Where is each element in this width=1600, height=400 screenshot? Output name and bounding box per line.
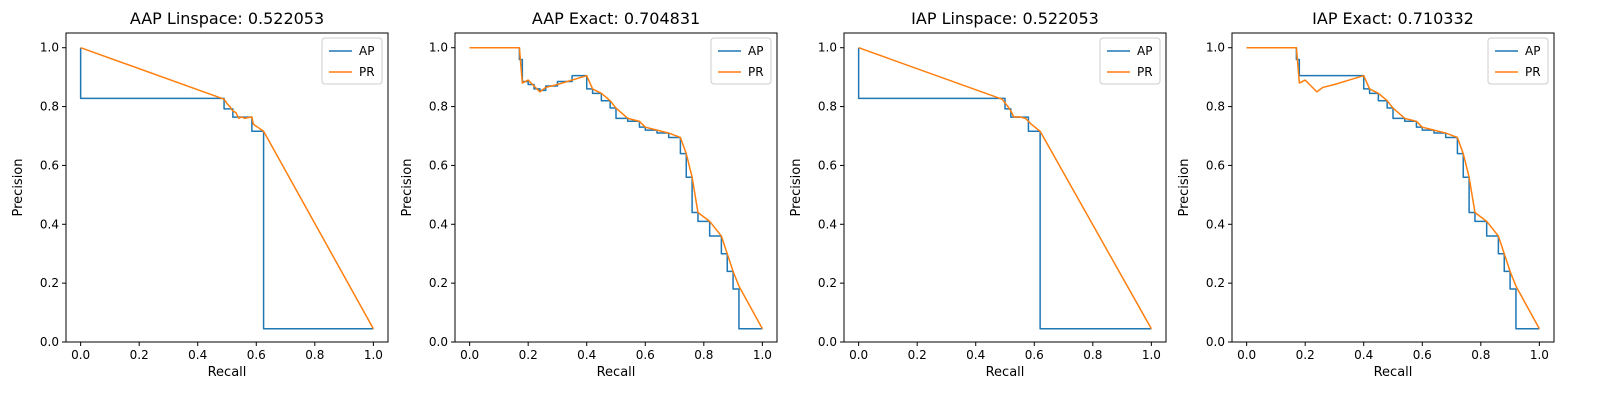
y-tick-label: 0.8: [40, 100, 59, 114]
chart-panel-4: IAP Exact: 0.710332 0.0 0.2 0.4 0.6 0.8 1.0 0.0…: [1177, 9, 1555, 380]
x-tick-label: 0.0: [1237, 348, 1256, 362]
x-tick-label: 0.4: [1354, 348, 1373, 362]
legend: AP PR: [321, 37, 383, 85]
x-axis-label: Recall: [208, 365, 247, 380]
chart-panel-2: AAP Exact: 0.704831 0.0 0.2 0.4 0.6 0.8 1.0 0.0…: [400, 9, 778, 380]
axes-frame: [454, 32, 778, 343]
legend-label-ap: AP: [359, 44, 374, 58]
series-line-ap: [469, 46, 763, 330]
axes-frame: [843, 32, 1167, 343]
x-tick-label: 0.8: [305, 348, 324, 362]
y-tick-label: 0.0: [40, 335, 59, 349]
y-tick-label: 0.4: [40, 217, 59, 231]
y-axis-label: Precision: [1177, 158, 1192, 216]
chart-title: IAP Linspace: 0.522053: [911, 9, 1099, 28]
legend: AP PR: [1487, 37, 1549, 85]
plot-area: [1246, 46, 1541, 330]
y-tick-label: 0.2: [818, 276, 837, 290]
legend-label-pr: PR: [1525, 65, 1541, 79]
x-axis-label: Recall: [986, 365, 1025, 380]
x-tick-label: 0.0: [71, 348, 90, 362]
y-tick-label: 0.4: [429, 217, 448, 231]
y-tick-label: 0.4: [818, 217, 837, 231]
y-axis-label: Precision: [11, 158, 26, 216]
x-tick-label: 0.8: [1471, 348, 1490, 362]
legend-label-ap: AP: [748, 44, 763, 58]
x-tick-label: 1.0: [1142, 348, 1161, 362]
y-axis-label: Precision: [789, 158, 804, 216]
chart-panel-1: AAP Linspace: 0.522053 0.0 0.2 0.4 0.6 0.8 1.0…: [11, 9, 389, 380]
x-tick-label: 0.2: [908, 348, 927, 362]
x-tick-label: 0.0: [849, 348, 868, 362]
axes-frame: [65, 32, 389, 343]
y-axis-label: Precision: [400, 158, 415, 216]
legend-label-ap: AP: [1137, 44, 1152, 58]
series-line-ap: [79, 47, 374, 330]
y-tick-label: 0.6: [40, 158, 59, 172]
y-tick-label: 0.0: [429, 335, 448, 349]
chart-title: AAP Linspace: 0.522053: [130, 9, 324, 28]
x-tick-label: 0.2: [1296, 348, 1315, 362]
x-tick-label: 0.8: [1083, 348, 1102, 362]
y-tick-label: 0.2: [429, 276, 448, 290]
y-tick-label: 0.6: [1206, 158, 1225, 172]
y-tick-label: 0.6: [429, 158, 448, 172]
y-tick-label: 0.8: [1206, 100, 1225, 114]
x-tick-label: 0.4: [188, 348, 207, 362]
legend: AP PR: [1099, 37, 1161, 85]
axes-frame: [1231, 32, 1555, 343]
y-tick-label: 0.2: [1206, 276, 1225, 290]
y-tick-label: 1.0: [1206, 41, 1225, 55]
x-tick-label: 0.4: [966, 348, 985, 362]
y-tick-label: 1.0: [40, 41, 59, 55]
legend-label-ap: AP: [1525, 44, 1540, 58]
x-tick-label: 0.4: [577, 348, 596, 362]
x-tick-label: 0.2: [130, 348, 149, 362]
legend: AP PR: [710, 37, 772, 85]
x-tick-label: 0.2: [519, 348, 538, 362]
x-tick-label: 0.0: [460, 348, 479, 362]
x-tick-label: 1.0: [1530, 348, 1549, 362]
series-line-pr: [1246, 46, 1541, 330]
series-line-pr: [858, 47, 1153, 330]
y-tick-label: 0.4: [1206, 217, 1225, 231]
y-tick-label: 0.0: [1206, 335, 1225, 349]
y-tick-label: 0.8: [429, 100, 448, 114]
series-line-ap: [1246, 46, 1540, 330]
x-tick-label: 1.0: [364, 348, 383, 362]
legend-label-pr: PR: [748, 65, 764, 79]
y-tick-label: 0.0: [818, 335, 837, 349]
chart-title: IAP Exact: 0.710332: [1312, 9, 1474, 28]
plot-area: [469, 46, 764, 330]
series-line-pr: [469, 46, 764, 330]
x-tick-label: 0.6: [247, 348, 266, 362]
x-tick-label: 0.6: [1025, 348, 1044, 362]
chart-panel-3: IAP Linspace: 0.522053 0.0 0.2 0.4 0.6 0.8 1.0…: [789, 9, 1167, 380]
legend-label-pr: PR: [1137, 65, 1153, 79]
y-tick-label: 0.2: [40, 276, 59, 290]
x-tick-label: 0.6: [1413, 348, 1432, 362]
x-tick-label: 1.0: [753, 348, 772, 362]
y-tick-label: 1.0: [429, 41, 448, 55]
series-line-ap: [857, 47, 1152, 330]
x-tick-label: 0.6: [636, 348, 655, 362]
x-axis-label: Recall: [597, 365, 636, 380]
plot-area: [79, 47, 375, 330]
legend-label-pr: PR: [359, 65, 375, 79]
chart-title: AAP Exact: 0.704831: [532, 9, 700, 28]
x-tick-label: 0.8: [694, 348, 713, 362]
x-axis-label: Recall: [1374, 365, 1413, 380]
y-tick-label: 1.0: [818, 41, 837, 55]
y-tick-label: 0.6: [818, 158, 837, 172]
series-line-pr: [80, 47, 375, 330]
plot-area: [857, 47, 1153, 330]
y-tick-label: 0.8: [818, 100, 837, 114]
